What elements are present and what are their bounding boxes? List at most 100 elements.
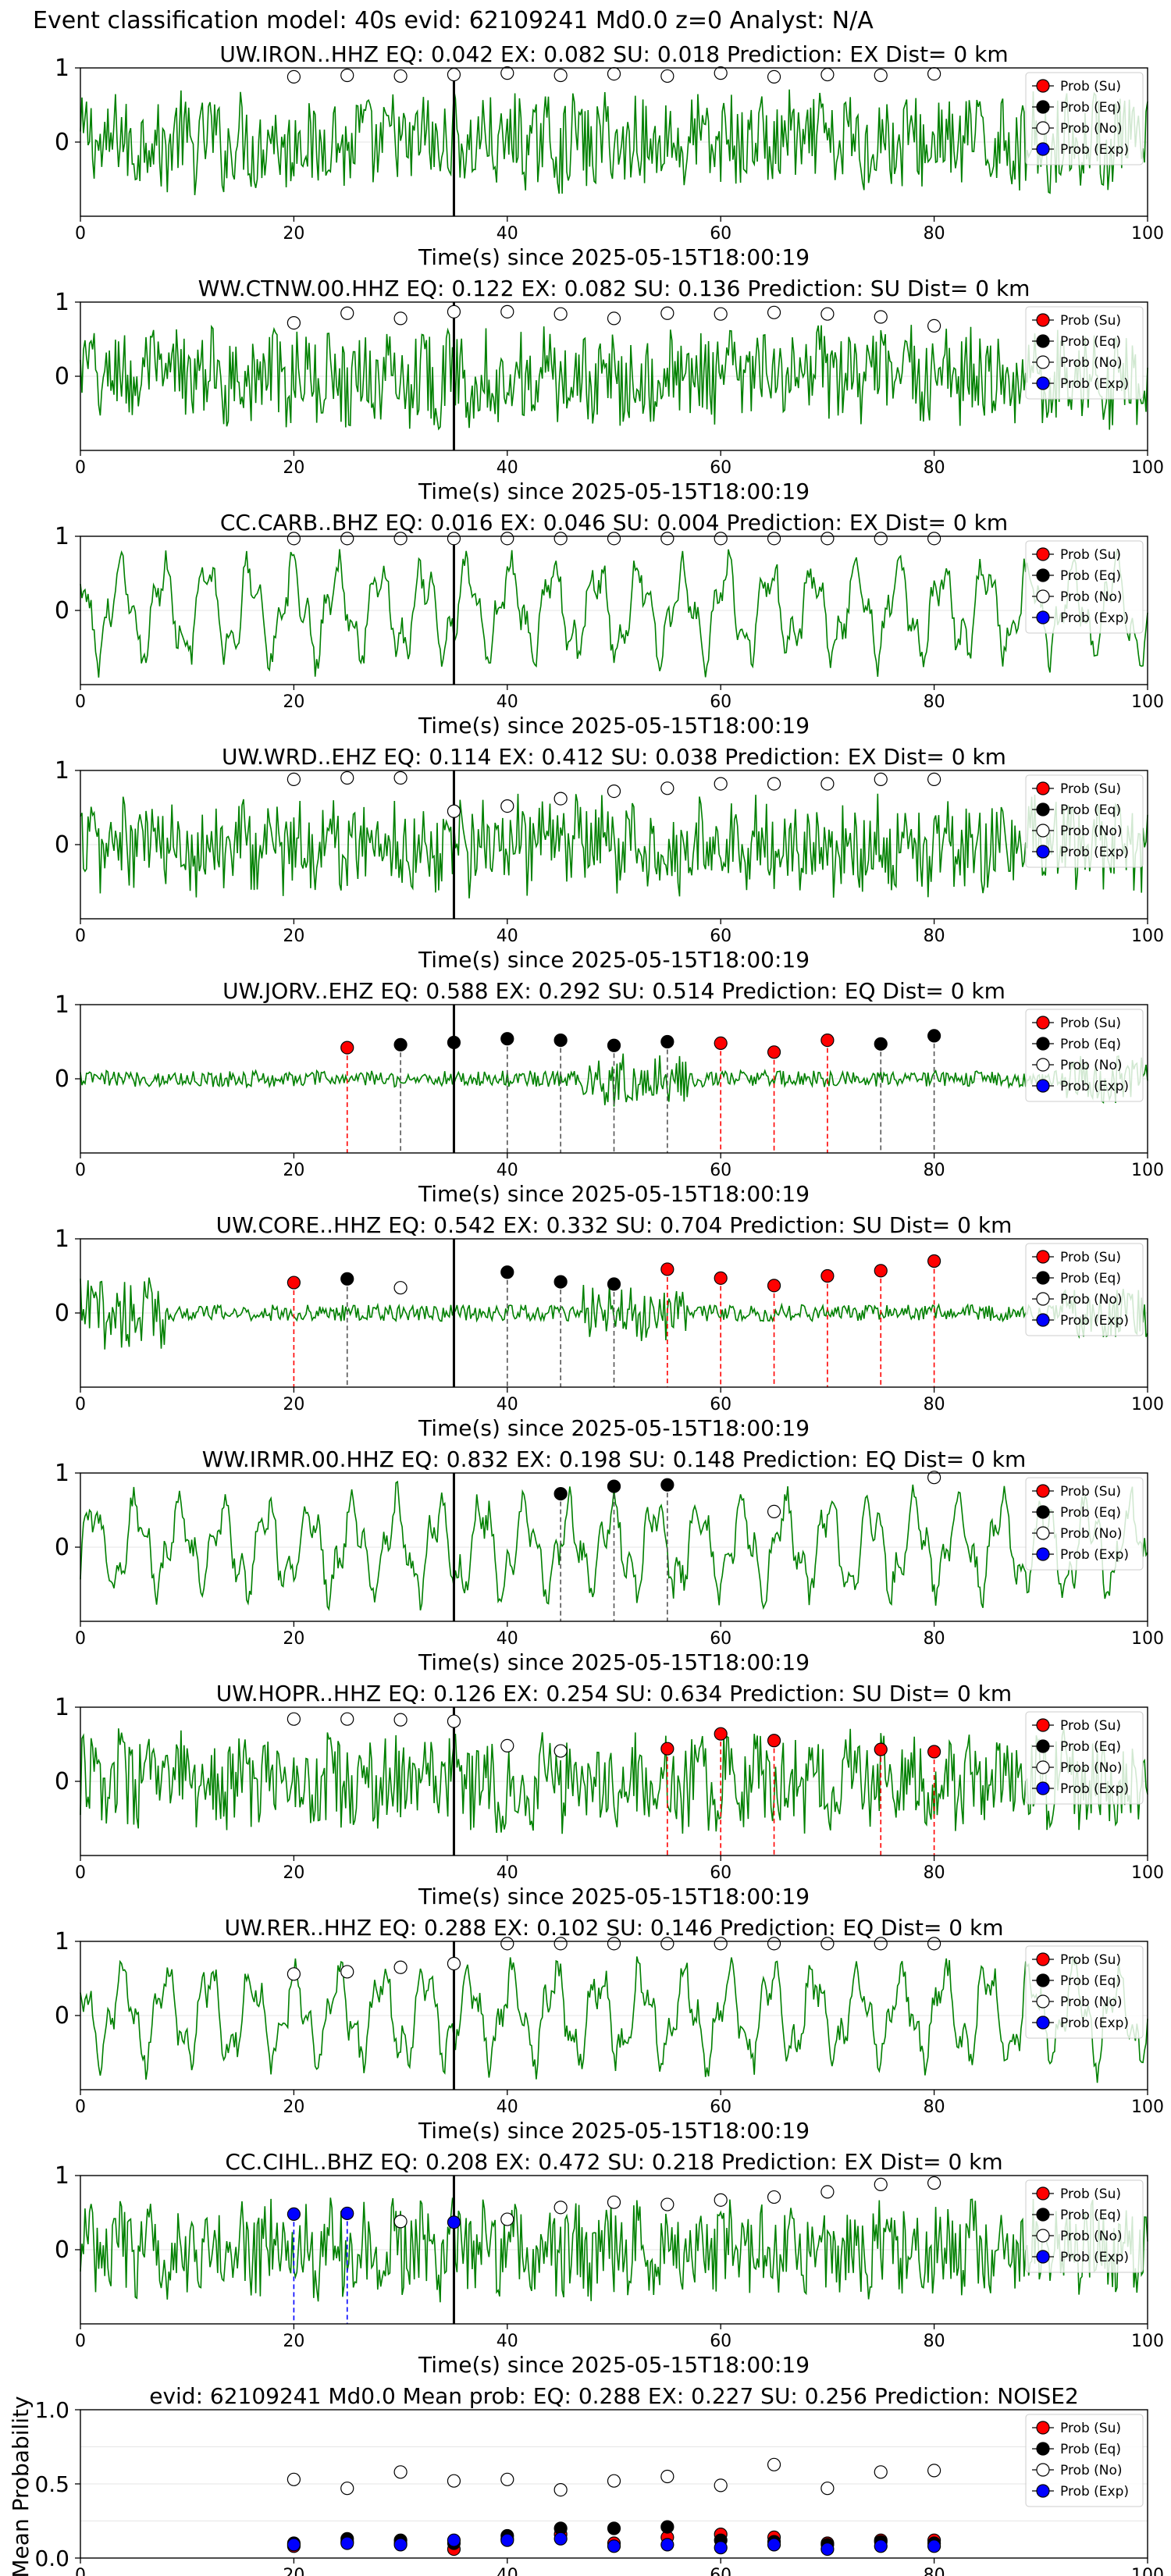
x-tick-label: 20 (283, 927, 304, 946)
legend-marker (1036, 1760, 1050, 1774)
legend-label: Prob (Eq) (1060, 2208, 1121, 2223)
legend-label: Prob (Eq) (1060, 2442, 1121, 2457)
mean-prob-marker (607, 2539, 621, 2553)
prob-marker (393, 1037, 408, 1051)
legend-label: Prob (No) (1060, 824, 1123, 839)
prob-marker (553, 792, 568, 806)
y-axis-label: Mean Probability (8, 2396, 34, 2576)
axes-frame (80, 1004, 1148, 1154)
legend: Prob (Su) Prob (Eq) Prob (No) Prob (Exp) (1025, 1711, 1144, 1805)
prob-marker (927, 1937, 941, 1951)
x-tick-label: 60 (710, 1863, 731, 1883)
x-tick-label: 40 (497, 1395, 518, 1414)
x-tick-label: 0 (75, 224, 86, 244)
prob-marker (500, 1738, 514, 1752)
x-tick-label: 60 (710, 927, 731, 946)
prob-marker (553, 1275, 568, 1289)
prob-marker (340, 532, 354, 546)
legend-label: Prob (Exp) (1060, 845, 1129, 860)
prob-marker (393, 770, 408, 785)
axes-frame (80, 1472, 1148, 1622)
x-tick-label: 100 (1131, 1161, 1164, 1180)
prob-marker (393, 69, 408, 84)
legend-marker (1036, 1484, 1050, 1498)
prob-marker (874, 2177, 888, 2191)
x-tick-label: 20 (283, 1395, 304, 1414)
mean-prob-marker (820, 2542, 835, 2556)
legend: Prob (Su) Prob (Eq) Prob (No) Prob (Exp) (1025, 1945, 1144, 2039)
panel-title: CC.CARB..BHZ EQ: 0.016 EX: 0.046 SU: 0.0… (220, 510, 1008, 535)
x-tick-label: 80 (924, 2097, 945, 2117)
legend-label: Prob (No) (1060, 1994, 1123, 2010)
legend-label: Prob (Su) (1060, 2421, 1121, 2436)
legend-label: Prob (Su) (1060, 547, 1121, 563)
panel-title: WW.CTNW.00.HHZ EQ: 0.122 EX: 0.082 SU: 0… (198, 276, 1030, 301)
legend-label: Prob (Eq) (1060, 1505, 1121, 1521)
prob-marker (767, 532, 781, 546)
y-tick-label: 1 (55, 1226, 69, 1253)
mean-prob-marker (874, 2539, 888, 2553)
legend-label: Prob (Su) (1060, 313, 1121, 329)
legend-marker (1036, 334, 1050, 348)
mean-prob-marker (607, 2474, 621, 2488)
legend-marker (1036, 824, 1050, 838)
legend-label: Prob (Eq) (1060, 100, 1121, 116)
prob-marker (874, 772, 888, 787)
prob-marker (607, 66, 621, 81)
legend-label: Prob (Eq) (1060, 802, 1121, 818)
waveform-trace (80, 2197, 1148, 2303)
prob-marker (607, 1038, 621, 1052)
legend-box (1025, 306, 1144, 400)
prob-marker (393, 532, 408, 546)
prob-marker (393, 1960, 408, 1974)
mean-prob-marker (447, 2533, 461, 2547)
prob-marker (660, 1262, 674, 1276)
legend-label: Prob (No) (1060, 1760, 1123, 1776)
x-tick-label: 80 (924, 1863, 945, 1883)
x-axis-label: Time(s) since 2025-05-15T18:00:19 (418, 1649, 810, 1675)
mean-prob-marker (767, 2538, 781, 2552)
prob-marker (393, 2215, 408, 2229)
prob-marker (287, 69, 301, 84)
legend-marker (1036, 121, 1050, 135)
x-tick-label: 80 (924, 2332, 945, 2351)
prob-marker (660, 2197, 674, 2211)
x-tick-label: 100 (1131, 2097, 1164, 2117)
mean-prob-marker (660, 2520, 674, 2534)
prob-marker (607, 2195, 621, 2209)
legend-box (1025, 72, 1144, 165)
legend-marker (1036, 1973, 1050, 1987)
legend-marker (1036, 142, 1050, 156)
prob-marker (820, 1937, 835, 1951)
prob-marker (553, 2201, 568, 2215)
legend-marker (1036, 1250, 1050, 1264)
x-tick-label: 60 (710, 692, 731, 712)
mean-prob-marker (500, 2533, 514, 2547)
legend-marker (1036, 1313, 1050, 1327)
prob-marker (714, 1727, 728, 1741)
mean-prob-marker (874, 2465, 888, 2479)
x-tick-label: 60 (710, 2332, 731, 2351)
prob-marker (447, 67, 461, 82)
legend-label: Prob (Su) (1060, 79, 1121, 94)
prob-marker (767, 305, 781, 319)
mean-prob-marker (393, 2465, 408, 2479)
legend-box (1025, 1243, 1144, 1336)
prob-marker (927, 1254, 941, 1268)
y-tick-label: 0 (55, 831, 69, 859)
y-tick-label: 0 (55, 1768, 69, 1795)
prob-marker (500, 1937, 514, 1951)
prob-marker (447, 804, 461, 818)
y-tick-label: 1 (55, 757, 69, 785)
waveform-trace (80, 548, 1148, 678)
legend-label: Prob (Su) (1060, 1016, 1121, 1031)
prob-marker (340, 2206, 354, 2221)
waveform-trace (80, 1053, 1148, 1107)
mean-prob-marker (714, 2541, 728, 2555)
prob-marker (607, 1277, 621, 1291)
prob-marker (393, 1713, 408, 1727)
legend-label: Prob (Eq) (1060, 1739, 1121, 1755)
prob-marker (287, 1276, 301, 1290)
mean-prob-marker (447, 2474, 461, 2488)
prob-marker (820, 67, 835, 82)
